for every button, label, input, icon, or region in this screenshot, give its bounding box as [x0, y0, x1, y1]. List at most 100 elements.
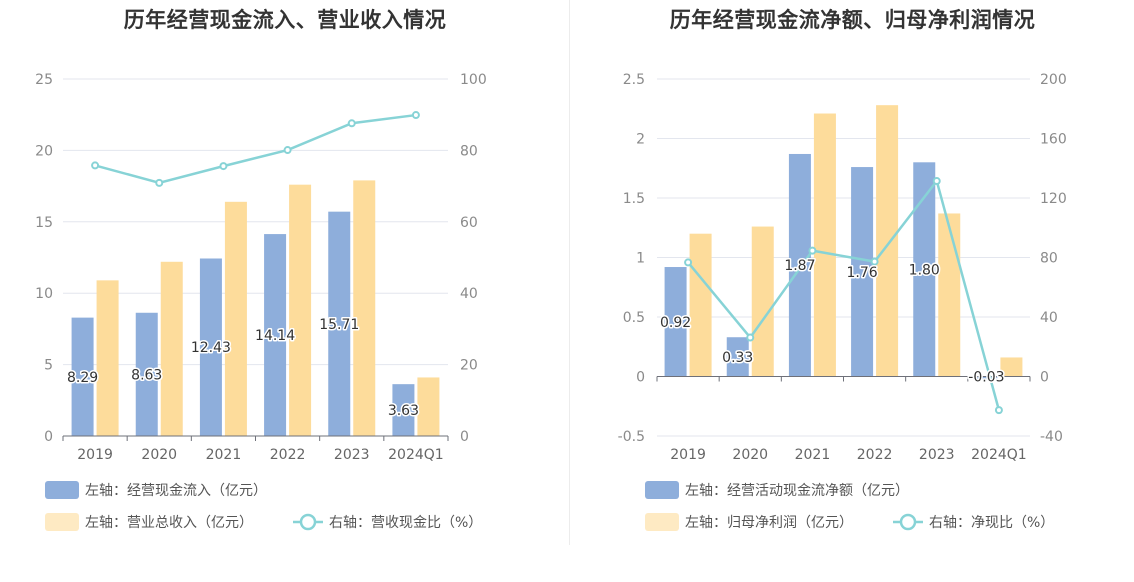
x-axis-tick-label: 2019	[77, 447, 113, 463]
data-label: 0.33	[722, 350, 753, 366]
bar-series-1	[851, 167, 874, 377]
data-label: 8.29	[67, 370, 98, 386]
right-axis-tick-label: 80	[460, 143, 478, 159]
data-label: 8.63	[131, 367, 162, 383]
left-axis-tick-label: 0.5	[623, 310, 645, 326]
line-point	[283, 146, 292, 155]
bar-series-1	[788, 153, 811, 377]
legend-swatch-marker	[299, 513, 317, 531]
bar-series-2	[1000, 357, 1023, 377]
x-axis-tick-label: 2024Q1	[388, 447, 444, 463]
x-axis-tick-label: 2021	[206, 447, 242, 463]
legend-swatch-bar	[645, 513, 679, 531]
left-axis-tick-label: 10	[35, 286, 53, 302]
legend-label: 右轴：净现比（%）	[929, 515, 1054, 531]
line-point	[219, 162, 228, 171]
right-axis-tick-label: 200	[1040, 72, 1067, 88]
line-point	[808, 246, 817, 255]
right-axis-tick-label: 0	[460, 429, 469, 445]
x-axis-tick-label: 2024Q1	[971, 447, 1027, 463]
data-label: 1.80	[909, 262, 940, 278]
legend-label: 左轴：营业总收入（亿元）	[85, 515, 253, 531]
chart-title: 历年经营现金流入、营业收入情况	[123, 8, 447, 32]
bar-series-1	[199, 258, 222, 436]
bar-series-2	[876, 105, 899, 377]
bar-series-2	[160, 261, 183, 436]
left-axis-tick-label: -0.5	[618, 429, 645, 445]
left-axis-tick-label: 2	[636, 132, 645, 148]
line-point	[870, 257, 879, 266]
legend-swatch-bar	[45, 513, 79, 531]
bar-series-1	[726, 337, 749, 377]
left-axis-tick-label: 1.5	[623, 191, 645, 207]
line-point	[932, 177, 941, 186]
right-axis-tick-label: -40	[1040, 429, 1063, 445]
bar-series-2	[289, 184, 312, 436]
panel-divider	[569, 0, 570, 545]
data-label: 14.14	[255, 328, 295, 344]
left-axis-tick-label: 1	[636, 251, 645, 267]
bar-series-1	[135, 312, 158, 436]
chart-netcash-profit: -0.5 0 0.5 1 1.5 2 2.5 -40 0 40 80 120 160 200 2019 202…	[618, 72, 1067, 531]
right-axis-tick-label: 100	[460, 72, 487, 88]
bar-series-1	[264, 234, 287, 436]
data-label: 0.92	[660, 315, 691, 331]
line-series	[94, 113, 417, 185]
data-label: -0.03	[968, 370, 1004, 386]
left-axis-tick-label: 15	[35, 215, 53, 231]
bar-series-2	[96, 280, 119, 436]
line-point	[347, 119, 356, 128]
right-axis-tick-label: 160	[1040, 132, 1067, 148]
bar-series-2	[224, 201, 247, 436]
legend-label: 右轴：营收现金比（%）	[329, 515, 482, 531]
bar-series-1	[913, 162, 936, 377]
bar-series-1	[71, 317, 94, 436]
x-axis-tick-label: 2020	[141, 447, 177, 463]
left-axis-tick-label: 20	[35, 143, 53, 159]
x-axis-tick-label: 2019	[670, 447, 706, 463]
right-axis-tick-label: 80	[1040, 251, 1058, 267]
x-axis-tick-label: 2022	[270, 447, 306, 463]
bar-series-1	[664, 267, 687, 377]
right-axis-tick-label: 120	[1040, 191, 1067, 207]
x-axis-tick-label: 2023	[334, 447, 370, 463]
line-series	[687, 178, 1001, 411]
legend-swatch-bar	[45, 481, 79, 499]
bar-series-1	[392, 384, 415, 436]
x-axis-tick-label: 2023	[919, 447, 955, 463]
line-point	[411, 111, 420, 120]
legend-label: 左轴：经营活动现金流净额（亿元）	[685, 483, 909, 499]
x-axis-tick-label: 2020	[732, 447, 768, 463]
line-point	[155, 178, 164, 187]
bar-series-2	[813, 113, 836, 377]
x-axis-tick-label: 2021	[795, 447, 831, 463]
left-axis-tick-label: 5	[44, 358, 53, 374]
data-label: 1.87	[784, 258, 815, 274]
data-label: 12.43	[191, 340, 231, 356]
legend-label: 左轴：归母净利润（亿元）	[685, 514, 853, 531]
data-label: 15.71	[319, 317, 359, 333]
chart-panel-netcash-profit: 历年经营现金流净额、归母净利润情况 -0.5 0 0.5 1 1.5 2 2.5 -40 0 40…	[571, 0, 1134, 582]
bar-series-2	[689, 233, 712, 377]
legend-swatch-marker	[899, 513, 917, 531]
line-point	[684, 258, 693, 267]
right-axis-tick-label: 60	[460, 215, 478, 231]
line-point	[994, 406, 1003, 415]
data-label: 3.63	[388, 403, 419, 419]
right-axis-tick-label: 40	[460, 286, 478, 302]
bar-series-2	[417, 377, 440, 436]
line-point	[91, 161, 100, 170]
bar-series-1	[328, 211, 351, 436]
bar-series-2	[938, 213, 961, 377]
right-axis-tick-label: 40	[1040, 310, 1058, 326]
bar-series-2	[353, 180, 376, 436]
bar-series-2	[751, 226, 774, 377]
legend-label: 左轴：经营现金流入（亿元）	[85, 483, 267, 499]
chart-cashflow-revenue: 0 5 10 15 20 25 0 20 40 60 80 100 2019 2020 2021 2022 20…	[35, 72, 487, 531]
right-axis-tick-label: 0	[1040, 370, 1049, 386]
left-axis-tick-label: 0	[44, 429, 53, 445]
line-point	[746, 333, 755, 342]
left-axis-tick-label: 2.5	[623, 72, 645, 88]
chart-title: 历年经营现金流净额、归母净利润情况	[669, 8, 1036, 32]
legend-swatch-bar	[645, 481, 679, 499]
